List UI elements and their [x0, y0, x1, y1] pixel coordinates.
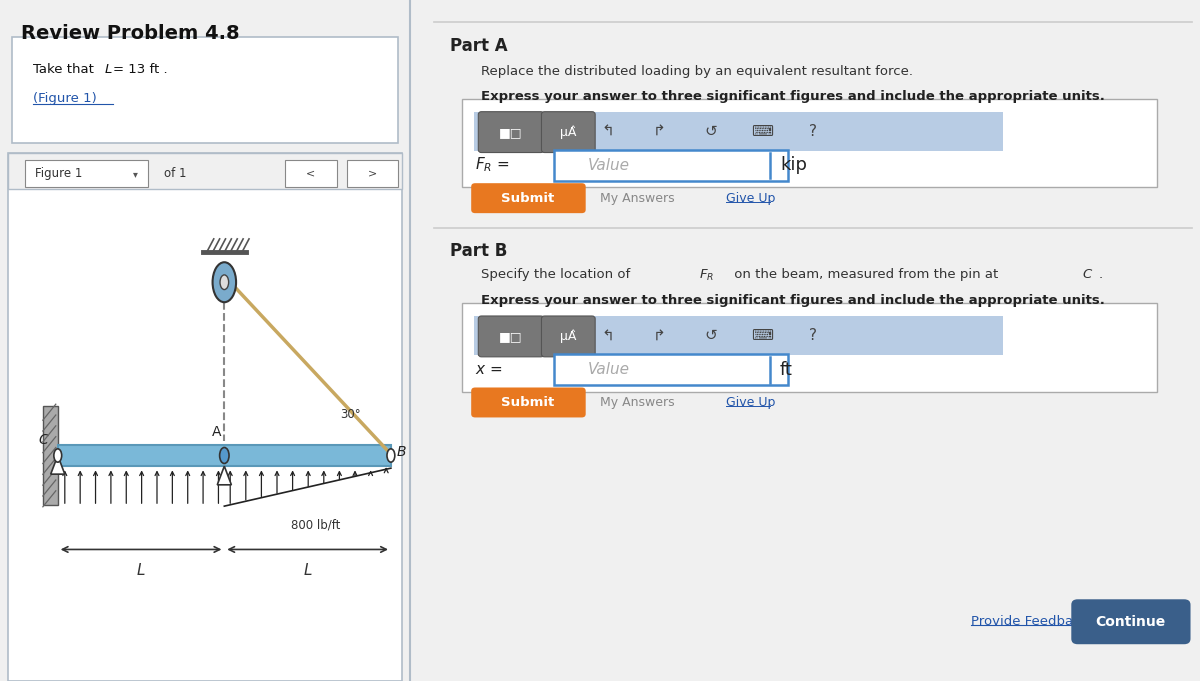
Text: Provide Feedback: Provide Feedback — [971, 614, 1088, 628]
Text: kip: kip — [780, 157, 806, 174]
Text: My Answers: My Answers — [600, 396, 674, 409]
Text: $F_R$: $F_R$ — [698, 268, 714, 283]
Text: ↺: ↺ — [704, 124, 716, 139]
Bar — [43, 405, 58, 505]
FancyBboxPatch shape — [472, 183, 586, 213]
Text: A: A — [211, 425, 221, 439]
Text: Value: Value — [588, 158, 630, 173]
Text: C: C — [38, 434, 48, 447]
Text: Replace the distributed loading by an equivalent resultant force.: Replace the distributed loading by an eq… — [481, 65, 913, 78]
Text: $C$: $C$ — [1081, 268, 1093, 281]
Text: L: L — [137, 563, 145, 577]
Text: .: . — [1099, 268, 1103, 281]
Text: $x$ =: $x$ = — [475, 362, 503, 377]
Text: Continue: Continue — [1096, 615, 1165, 629]
Text: ↱: ↱ — [653, 124, 666, 139]
Text: Give Up: Give Up — [726, 396, 775, 409]
Text: ▾: ▾ — [133, 169, 138, 178]
FancyBboxPatch shape — [479, 112, 544, 153]
Text: ⌨: ⌨ — [751, 124, 773, 139]
Text: $F_R$ =: $F_R$ = — [475, 155, 510, 174]
FancyBboxPatch shape — [474, 112, 1003, 151]
Polygon shape — [217, 466, 232, 485]
Text: Review Problem 4.8: Review Problem 4.8 — [20, 24, 239, 43]
FancyBboxPatch shape — [12, 37, 398, 143]
Text: of 1: of 1 — [164, 167, 187, 180]
FancyBboxPatch shape — [347, 160, 398, 187]
FancyBboxPatch shape — [25, 160, 148, 187]
Circle shape — [220, 447, 229, 464]
Text: Figure 1: Figure 1 — [35, 167, 83, 180]
Text: My Answers: My Answers — [600, 191, 674, 205]
FancyBboxPatch shape — [462, 99, 1157, 187]
Text: ■□: ■□ — [499, 125, 523, 139]
Text: ↰: ↰ — [601, 124, 614, 139]
Text: B: B — [397, 445, 407, 459]
Text: >: > — [367, 169, 377, 178]
FancyBboxPatch shape — [474, 316, 1003, 355]
FancyBboxPatch shape — [554, 354, 788, 385]
Text: Take that: Take that — [32, 63, 98, 76]
Text: Express your answer to three significant figures and include the appropriate uni: Express your answer to three significant… — [481, 90, 1105, 103]
Text: = 13 ft .: = 13 ft . — [113, 63, 168, 76]
Circle shape — [386, 449, 395, 462]
Text: ↱: ↱ — [653, 328, 666, 343]
Text: on the beam, measured from the pin at: on the beam, measured from the pin at — [730, 268, 1003, 281]
FancyBboxPatch shape — [286, 160, 336, 187]
FancyBboxPatch shape — [8, 153, 402, 681]
FancyBboxPatch shape — [462, 303, 1157, 392]
Text: Part B: Part B — [450, 242, 508, 259]
Text: <: < — [306, 169, 316, 178]
Text: ↺: ↺ — [704, 328, 716, 343]
Circle shape — [54, 449, 61, 462]
FancyBboxPatch shape — [541, 316, 595, 357]
FancyBboxPatch shape — [479, 316, 544, 357]
Text: Submit: Submit — [502, 191, 554, 205]
Text: (Figure 1): (Figure 1) — [32, 92, 96, 106]
FancyBboxPatch shape — [554, 150, 788, 181]
Text: Specify the location of: Specify the location of — [481, 268, 635, 281]
Text: ?: ? — [809, 124, 817, 139]
FancyBboxPatch shape — [8, 153, 402, 189]
Text: Express your answer to three significant figures and include the appropriate uni: Express your answer to three significant… — [481, 294, 1105, 307]
Circle shape — [212, 262, 236, 302]
FancyBboxPatch shape — [472, 387, 586, 417]
Bar — [58, 445, 391, 466]
FancyBboxPatch shape — [541, 112, 595, 153]
Text: L: L — [304, 563, 312, 577]
Text: ⌨: ⌨ — [751, 328, 773, 343]
Text: Give Up: Give Up — [726, 191, 775, 205]
Text: Value: Value — [588, 362, 630, 377]
Text: Submit: Submit — [502, 396, 554, 409]
Text: ↰: ↰ — [601, 328, 614, 343]
Text: L: L — [104, 63, 112, 76]
FancyBboxPatch shape — [1072, 599, 1190, 644]
Text: 30°: 30° — [340, 408, 360, 421]
Polygon shape — [50, 456, 65, 474]
Circle shape — [220, 275, 229, 289]
Text: ft: ft — [780, 361, 793, 379]
Text: μÂ: μÂ — [560, 125, 576, 139]
Text: 800 lb/ft: 800 lb/ft — [290, 518, 340, 531]
Text: Part A: Part A — [450, 37, 508, 55]
Text: ?: ? — [809, 328, 817, 343]
Text: ■□: ■□ — [499, 330, 523, 343]
Text: μÂ: μÂ — [560, 330, 576, 343]
